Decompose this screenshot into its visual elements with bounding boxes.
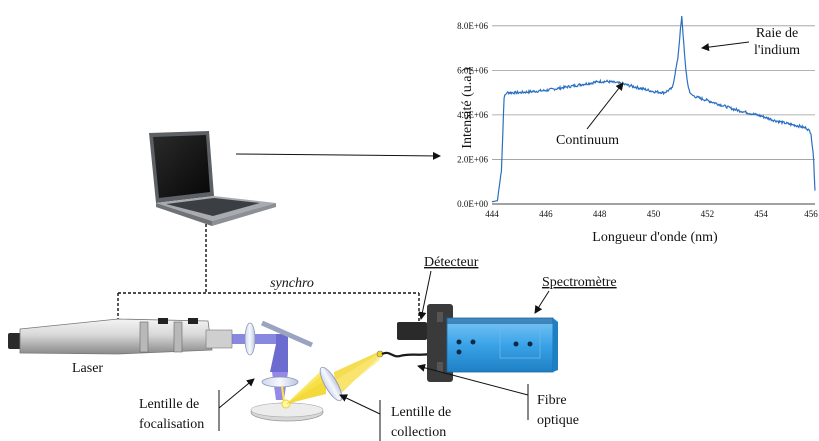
raie-arrow — [701, 41, 750, 52]
y-tick-label: 8.0E+06 — [457, 21, 488, 31]
x-tick-label: 444 — [485, 209, 499, 219]
focusing-lens — [261, 376, 299, 388]
y-tick-label: 0.0E+00 — [457, 199, 488, 209]
x-axis-label: Longueur d'onde (nm) — [592, 230, 718, 245]
lentille-col-label-line2: collection — [391, 425, 446, 440]
x-tick-label: 456 — [804, 209, 818, 219]
detector-camera — [397, 322, 427, 340]
x-tick-label: 452 — [701, 209, 715, 219]
fibre-label-line1: Fibre — [537, 393, 567, 408]
lentille-col-label-line1: Lentille de — [391, 405, 451, 420]
raie-label-line2: l'indium — [754, 43, 800, 58]
x-tick-label: 454 — [754, 209, 768, 219]
laptop-to-chart-arrow — [235, 151, 441, 160]
spectrum-chart: 0.0E+002.0E+064.0E+066.0E+068.0E+06 444 4… — [457, 8, 818, 245]
lentille-foc-label-line1: Lentille de — [139, 397, 199, 412]
x-tick-label: 446 — [539, 209, 553, 219]
laptop-screen — [153, 135, 210, 198]
fibre-label-line2: optique — [537, 413, 579, 428]
laptop-keyboard — [166, 198, 260, 216]
plot-area — [492, 8, 815, 204]
y-tick-label: 2.0E+06 — [457, 154, 488, 164]
gridlines — [492, 25, 815, 160]
lentille-col-arrow — [339, 394, 381, 415]
spectrometre-arrow — [534, 290, 550, 314]
spectrum-line — [491, 16, 816, 203]
optical-fiber — [381, 351, 431, 358]
x-tick-label: 448 — [593, 209, 607, 219]
lentille-foc-label-line2: focalisation — [139, 417, 204, 432]
detecteur-label: Détecteur — [424, 255, 479, 270]
laser-device — [8, 318, 233, 355]
y-tick-label: 4.0E+06 — [457, 110, 488, 120]
detecteur-arrow — [418, 270, 432, 320]
fibre-arrow — [417, 363, 529, 396]
beam-expander-lens — [244, 322, 256, 356]
y-tick-label: 6.0E+06 — [457, 65, 488, 75]
spectrometre-label: Spectromètre — [542, 275, 617, 290]
y-axis-label: Intensité (u.a.) — [460, 67, 475, 149]
collection-beam — [286, 352, 380, 404]
laser-label: Laser — [72, 361, 103, 376]
x-tick-labels: 444 446 448 450 452 454 456 — [485, 209, 818, 219]
y-tick-labels: 0.0E+00 2.0E+06 4.0E+06 6.0E+06 8.0E+06 — [457, 21, 488, 209]
continuum-arrow — [586, 82, 624, 130]
synchro-label: synchro — [270, 276, 314, 291]
continuum-label: Continuum — [556, 133, 619, 148]
laptop-computer — [149, 131, 276, 226]
synchro-cable — [117, 224, 420, 322]
spectrometer-device — [397, 304, 558, 382]
lentille-foc-arrow — [218, 378, 255, 409]
raie-label-line1: Raie de — [756, 26, 798, 41]
x-tick-label: 450 — [647, 209, 661, 219]
dichroic-mirror — [260, 320, 314, 348]
